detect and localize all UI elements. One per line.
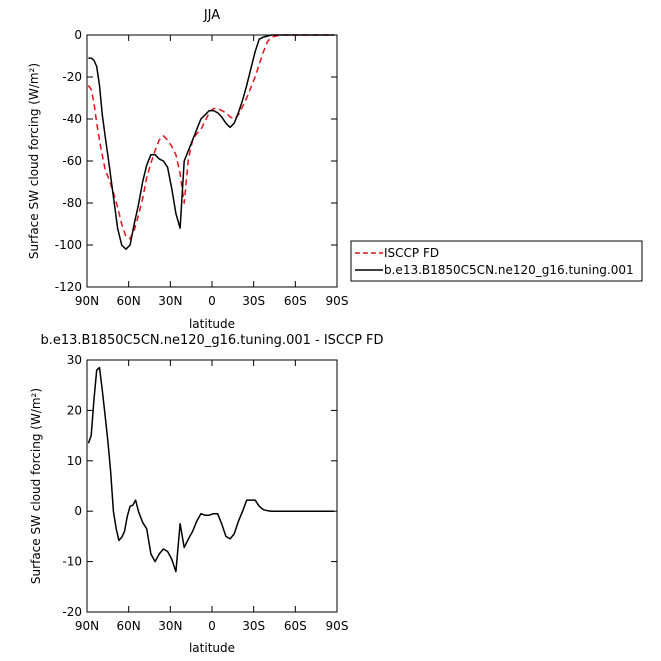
bottom-x-tick-label: 0	[208, 619, 216, 633]
top-series-line-1	[88, 34, 335, 250]
top-plot-frame	[86, 34, 338, 288]
bottom-plot-frame	[86, 359, 338, 613]
top-x-tick-label: 60N	[117, 294, 141, 308]
bottom-x-tick-label: 60S	[284, 619, 307, 633]
bottom-x-tick-label: 60N	[117, 619, 141, 633]
top-series-line-0	[87, 34, 335, 240]
legend: ISCCP FD b.e13.B1850C5CN.ne120_g16.tunin…	[350, 240, 643, 282]
top-y-tick-label: -60	[62, 154, 82, 168]
bottom-y-tick-label: -20	[62, 605, 82, 619]
bottom-series-line-0	[87, 366, 335, 573]
top-panel-title: JJA	[203, 8, 220, 23]
top-y-tick-label: -40	[62, 112, 82, 126]
bottom-x-tick-label: 90N	[75, 619, 99, 633]
bottom-x-tick-label: 90S	[326, 619, 349, 633]
bottom-y-tick-label: -10	[62, 555, 82, 569]
bottom-panel-title: b.e13.B1850C5CN.ne120_g16.tuning.001 - I…	[40, 333, 383, 348]
top-y-tick-label: -100	[55, 238, 82, 252]
top-y-axis-label: Surface SW cloud forcing (W/m²)	[27, 63, 41, 259]
bottom-x-tick-label: 30S	[242, 619, 265, 633]
top-x-tick-label: 30S	[242, 294, 265, 308]
legend-label-isccp: ISCCP FD	[384, 246, 439, 260]
bottom-x-tick-label: 30N	[158, 619, 182, 633]
top-y-tick-label: -20	[62, 70, 82, 84]
legend-label-model: b.e13.B1850C5CN.ne120_g16.tuning.001	[384, 263, 634, 277]
top-x-tick-label: 30N	[158, 294, 182, 308]
bottom-y-tick-label: 0	[74, 504, 82, 518]
top-panel: JJA 90N 60N 30N 0 30S 60S 90S 0 -20 -40 -60 -80 -100…	[27, 8, 348, 331]
top-y-tick-label: 0	[74, 28, 82, 42]
top-y-tick-label: -120	[55, 280, 82, 294]
legend-box	[350, 240, 643, 282]
bottom-y-axis-label: Surface SW cloud forcing (W/m²)	[29, 388, 43, 584]
top-y-tick-label: -80	[62, 196, 82, 210]
top-x-tick-label: 60S	[284, 294, 307, 308]
bottom-y-tick-label: 20	[67, 403, 82, 417]
bottom-panel: b.e13.B1850C5CN.ne120_g16.tuning.001 - I…	[29, 333, 384, 655]
top-x-tick-label: 90N	[75, 294, 99, 308]
top-x-tick-label: 90S	[326, 294, 349, 308]
top-x-tick-label: 0	[208, 294, 216, 308]
bottom-y-tick-label: 30	[67, 353, 82, 367]
bottom-y-tick-label: 10	[67, 454, 82, 468]
top-x-axis-label: latitude	[189, 317, 235, 331]
bottom-x-axis-label: latitude	[189, 641, 235, 655]
